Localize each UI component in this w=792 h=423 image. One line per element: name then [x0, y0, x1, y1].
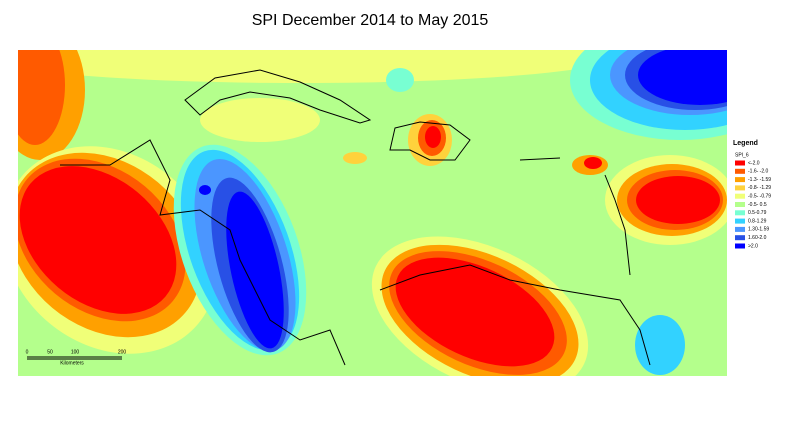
legend-swatch — [735, 243, 745, 249]
legend-swatch — [735, 202, 745, 207]
legend-swatch — [735, 226, 745, 232]
legend-swatch — [735, 185, 745, 191]
legend-swatch — [735, 210, 745, 216]
legend-label: -0.5- 0.5 — [748, 202, 767, 208]
scale-label: 200 — [118, 349, 127, 355]
legend-label: >2.0 — [748, 243, 758, 249]
legend-swatch — [735, 235, 745, 241]
legend-swatch — [735, 193, 745, 199]
legend-label: -0.5- -0.79 — [748, 194, 771, 200]
legend-label: 0.5-0.79 — [748, 210, 767, 216]
legend-label: <-2.0 — [748, 160, 760, 166]
scale-label: 0 — [26, 349, 29, 355]
map — [18, 50, 727, 376]
legend-label: -1.3- -1.59 — [748, 177, 771, 183]
legend-label: 1.60-2.0 — [748, 235, 767, 241]
legend-label: 1.30-1.59 — [748, 227, 769, 233]
scale-label: 100 — [71, 349, 80, 355]
map-title: SPI December 2014 to May 2015 — [252, 12, 489, 29]
legend-label: 0.8-1.29 — [748, 218, 767, 224]
scale-label: 50 — [47, 349, 53, 355]
scale-bar: 0 50 100 200 Kilometers — [26, 349, 127, 366]
legend-swatch — [735, 160, 745, 166]
legend-swatch — [735, 168, 745, 174]
legend-swatch — [735, 218, 745, 224]
scale-unit: Kilometers — [60, 360, 84, 366]
legend-title: Legend — [733, 140, 758, 147]
legend-subtitle: SPI_6 — [735, 152, 749, 158]
legend-swatch — [735, 177, 745, 183]
legend-label: -0.8- -1.29 — [748, 185, 771, 191]
legend: Legend SPI_6 <-2.0 -1.6- -2.0 -1.3- -1.59 -… — [733, 140, 771, 249]
legend-label: -1.6- -2.0 — [748, 169, 769, 175]
